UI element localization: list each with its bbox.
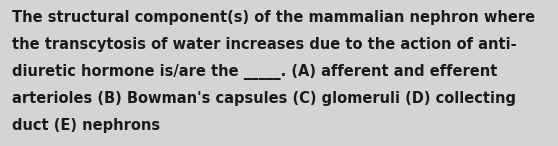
Text: duct (E) nephrons: duct (E) nephrons <box>12 118 160 133</box>
Text: The structural component(s) of the mammalian nephron where: The structural component(s) of the mamma… <box>12 10 535 25</box>
Text: the transcytosis of water increases due to the action of anti-: the transcytosis of water increases due … <box>12 37 517 52</box>
Text: diuretic hormone is/are the _____. (A) afferent and efferent: diuretic hormone is/are the _____. (A) a… <box>12 64 498 80</box>
Text: arterioles (B) Bowman's capsules (C) glomeruli (D) collecting: arterioles (B) Bowman's capsules (C) glo… <box>12 91 516 106</box>
